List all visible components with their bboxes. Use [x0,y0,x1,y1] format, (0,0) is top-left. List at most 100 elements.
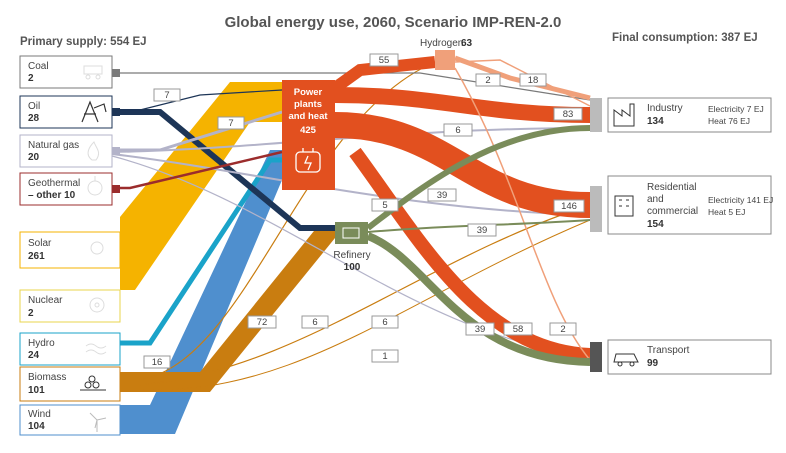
source-biomass: Biomass 101 [19,366,121,402]
svg-text:55: 55 [379,55,390,66]
svg-text:16: 16 [152,357,163,368]
residential-value: 154 [647,219,664,230]
nuclear-icon [89,297,105,313]
label-bio-trans: 1 [371,349,399,363]
label-power-ind: 83 [553,107,583,121]
oil-rig-icon [81,100,107,123]
source-wind-name: Wind [28,409,51,420]
source-oil-value: 28 [28,113,40,124]
refinery-node: Refinery 100 [333,222,371,273]
source-geothermal-name2: – other 10 [28,190,76,201]
label-gas-power: 7 [217,116,245,130]
label-oil-power: 7 [153,88,181,102]
svg-text:39: 39 [475,324,486,335]
source-wind: Wind 104 [19,404,121,436]
label-ref-trans: 39 [465,322,495,336]
source-gas-value: 20 [28,152,40,163]
svg-text:7: 7 [164,90,169,101]
power-label-3: and heat [288,111,328,122]
source-oil: Oil 28 [19,95,120,129]
source-nodes: Coal 2 Oil 28 Natural gas 20 Geothermal … [19,55,121,436]
flow-power-trans [349,147,591,362]
source-biomass-name: Biomass [28,372,66,383]
flow-oil-power [112,89,283,111]
source-geothermal: Geothermal – other 10 [19,172,120,206]
residential-name-3: commercial [647,206,698,217]
label-ref-res: 39 [467,223,497,237]
building-icon [614,195,634,217]
label-bio-h2: 6 [301,315,329,329]
label-h2-power: 55 [369,53,399,67]
svg-text:72: 72 [257,317,268,328]
label-power-res: 146 [553,199,585,213]
flow-biomass-res [139,204,591,386]
industry-name: Industry [647,103,683,114]
label-h2-trans: 2 [549,322,577,336]
flow-labels: 7 7 16 55 2 18 83 6 146 5 39 39 72 6 6 1… [143,53,585,369]
svg-text:83: 83 [563,109,574,120]
label-gas-ind: 6 [443,123,473,137]
flow-power-h2 [331,56,436,93]
primary-supply-heading: Primary supply: 554 EJ [20,36,147,48]
source-hydro-name: Hydro [28,338,55,349]
label-bio-ref: 72 [247,315,277,329]
sink-industry: Industry 134 Electricity 7 EJ Heat 76 EJ [590,97,772,133]
source-oil-name: Oil [28,101,40,112]
residential-detail-2: Heat 5 EJ [708,207,745,217]
refinery-name: Refinery [333,250,370,261]
svg-text:7: 7 [228,118,233,129]
svg-text:5: 5 [382,200,387,211]
flow-biomass-trans [139,219,591,391]
refinery-value: 100 [344,262,361,273]
diagram-title: Global energy use, 2060, Scenario IMP-RE… [225,14,562,31]
industry-detail-1: Electricity 7 EJ [708,104,764,114]
source-coal-name: Coal [28,61,49,72]
flow-solar-power [120,82,282,290]
svg-text:1: 1 [382,351,387,362]
source-hydro-value: 24 [28,350,40,361]
flow-power-ind [334,87,591,123]
svg-text:6: 6 [312,317,317,328]
geothermal-icon [87,176,103,196]
source-nuclear-name: Nuclear [28,295,63,306]
industry-value: 134 [647,116,664,127]
source-biomass-value: 101 [28,385,45,396]
source-coal: Coal 2 [19,55,120,89]
waves-icon [85,343,107,355]
svg-text:2: 2 [485,75,490,86]
svg-text:2: 2 [560,324,565,335]
label-power-trans: 58 [503,322,533,336]
flow-wind-power [120,150,282,434]
svg-text:58: 58 [513,324,524,335]
label-bio-res: 6 [371,315,399,329]
car-icon [613,353,639,367]
source-wind-value: 104 [28,421,45,432]
source-nuclear: Nuclear 2 [19,289,121,323]
plug-lightning-icon [295,148,321,173]
flow-hydro-power [120,157,282,346]
logs-icon [80,375,106,391]
coal-cart-icon [83,65,103,80]
sink-residential: Residential and commercial 154 Electrici… [590,175,773,235]
industry-detail-2: Heat 76 EJ [708,116,750,126]
label-gas-res: 5 [371,198,399,212]
source-hydro: Hydro 24 [19,332,121,366]
power-label-2: plants [294,99,322,110]
source-gas: Natural gas 20 [19,134,120,168]
wind-turbine-icon [89,412,107,432]
power-value: 425 [300,125,317,136]
power-plant-node: Power plants and heat 425 [282,80,335,190]
label-hydro-power: 16 [143,355,171,369]
final-consumption-heading: Final consumption: 387 EJ [612,32,758,44]
flow-ref-trans [366,232,591,366]
transport-name: Transport [647,345,690,356]
gas-flame-icon [87,141,100,161]
residential-name: Residential [647,182,696,193]
sink-transport: Transport 99 [590,339,772,375]
source-gas-name: Natural gas [28,140,79,151]
residential-detail-1: Electricity 141 EJ [708,195,773,205]
source-solar: Solar 261 [19,231,121,269]
svg-text:6: 6 [382,317,387,328]
svg-text:6: 6 [455,125,460,136]
